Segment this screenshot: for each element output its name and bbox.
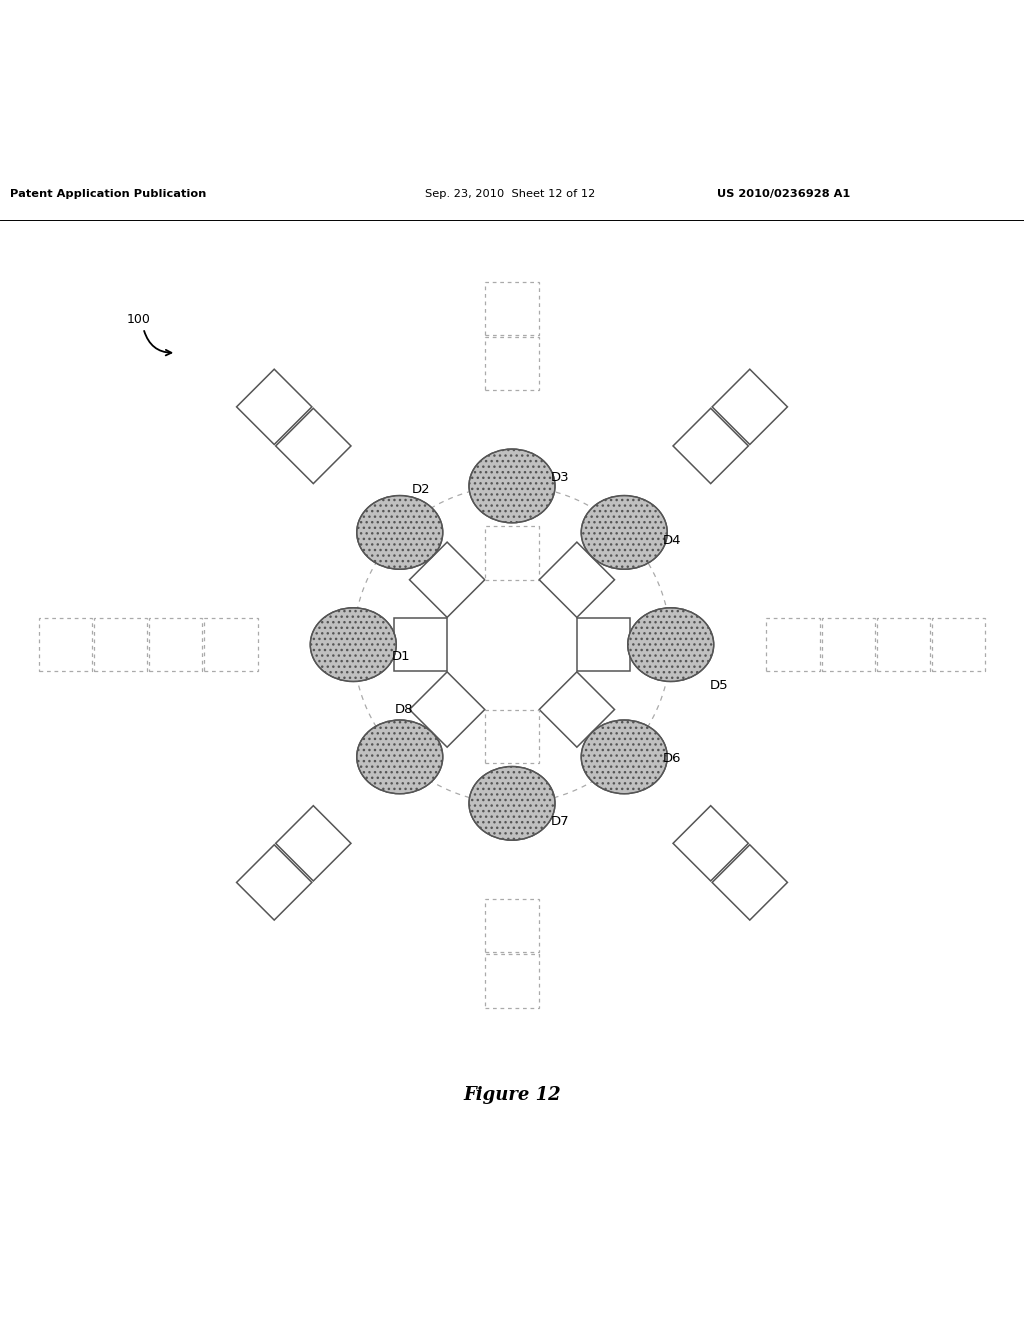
Text: D4: D4 [664,535,682,546]
Polygon shape [150,618,203,672]
Ellipse shape [310,607,396,681]
Polygon shape [485,954,539,1007]
Text: Patent Application Publication: Patent Application Publication [10,189,207,199]
Text: Figure 12: Figure 12 [463,1086,561,1105]
Polygon shape [237,370,312,445]
Polygon shape [410,672,484,747]
Text: US 2010/0236928 A1: US 2010/0236928 A1 [717,189,850,199]
Ellipse shape [356,719,442,793]
Ellipse shape [356,495,442,569]
Text: Sep. 23, 2010  Sheet 12 of 12: Sep. 23, 2010 Sheet 12 of 12 [425,189,595,199]
Ellipse shape [469,449,555,523]
Polygon shape [766,618,819,672]
Text: 100: 100 [127,313,151,326]
Polygon shape [578,618,631,672]
Text: D2: D2 [412,483,431,496]
Polygon shape [485,281,539,335]
Polygon shape [712,845,787,920]
Text: D5: D5 [710,678,728,692]
Polygon shape [485,899,539,952]
Polygon shape [821,618,874,672]
Text: D6: D6 [664,752,682,766]
Text: D7: D7 [551,816,569,828]
Text: D8: D8 [394,704,413,717]
Polygon shape [673,805,749,880]
Ellipse shape [582,495,668,569]
Polygon shape [540,543,614,618]
Polygon shape [712,370,787,445]
Polygon shape [275,408,351,483]
Polygon shape [877,618,930,672]
Polygon shape [932,618,985,672]
Polygon shape [485,710,539,763]
Ellipse shape [582,719,668,793]
Polygon shape [237,845,312,920]
Ellipse shape [469,767,555,841]
Polygon shape [673,408,749,483]
Polygon shape [94,618,147,672]
Text: D3: D3 [551,471,569,484]
Polygon shape [410,543,484,618]
Polygon shape [393,618,446,672]
Polygon shape [485,337,539,391]
Polygon shape [205,618,258,672]
Text: D1: D1 [392,651,411,664]
Polygon shape [485,527,539,579]
Polygon shape [275,805,351,880]
Polygon shape [540,672,614,747]
Ellipse shape [628,607,714,681]
Polygon shape [39,618,92,672]
